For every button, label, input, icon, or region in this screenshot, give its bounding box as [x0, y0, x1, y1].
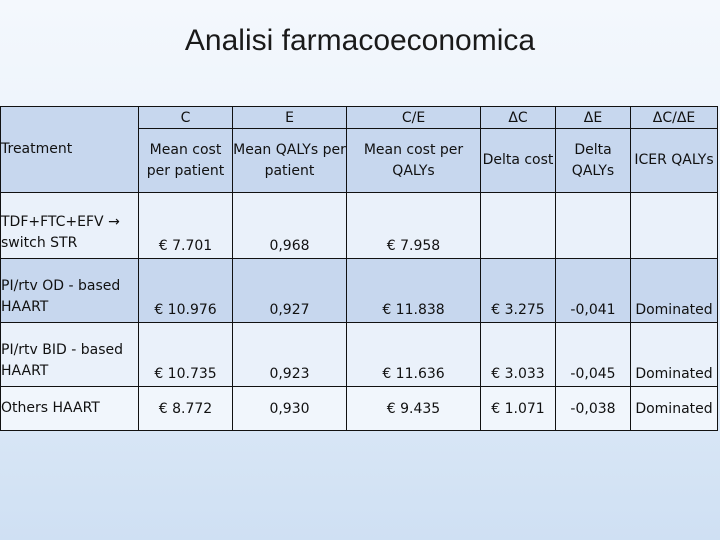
code-header-ce: C/E	[346, 106, 481, 129]
delta-qalys-cell: -0,038	[555, 386, 631, 431]
treatment-cell: Others HAART	[0, 386, 139, 431]
ce-cell: € 7.958	[346, 192, 481, 259]
icer-cell: Dominated	[630, 386, 718, 431]
page-title: Analisi farmacoeconomica	[184, 24, 536, 57]
cost-cell: € 8.772	[138, 386, 233, 431]
qalys-cell: 0,923	[232, 322, 347, 387]
header-icer-qalys: ICER QALYs	[630, 128, 718, 193]
ce-cell: € 11.838	[346, 258, 481, 323]
code-header-e: E	[232, 106, 347, 129]
ce-cell: € 11.636	[346, 322, 481, 387]
delta-cost-cell: € 3.033	[480, 322, 556, 387]
table-row: TDF+FTC+EFV → switch STR € 7.701 0,968 €…	[0, 192, 718, 259]
header-delta-cost: Delta cost	[480, 128, 556, 193]
treatment-header: Treatment	[0, 106, 139, 193]
ce-cell: € 9.435	[346, 386, 481, 431]
delta-qalys-cell: -0,045	[555, 322, 631, 387]
code-header-delta-c: ΔC	[480, 106, 556, 129]
icer-cell: Dominated	[630, 258, 718, 323]
icer-cell: Dominated	[630, 322, 718, 387]
header-cost-per-qaly: Mean cost per QALYs	[346, 128, 481, 193]
cost-cell: € 7.701	[138, 192, 233, 259]
delta-cost-cell	[480, 192, 556, 259]
table-row: PI/rtv OD - based HAART € 10.976 0,927 €…	[0, 258, 718, 323]
header-mean-qalys: Mean QALYs per patient	[232, 128, 347, 193]
icer-cell	[630, 192, 718, 259]
code-header-row: Treatment C E C/E ΔC ΔE ΔC/ΔE	[0, 106, 718, 193]
code-header-c: C	[138, 106, 233, 129]
table-row: Others HAART € 8.772 0,930 € 9.435 € 1.0…	[0, 386, 718, 431]
table-row: PI/rtv BID - based HAART € 10.735 0,923 …	[0, 322, 718, 387]
pharmacoeconomic-table: Treatment C E C/E ΔC ΔE ΔC/ΔE Mean cost …	[0, 106, 718, 431]
header-mean-cost: Mean cost per patient	[138, 128, 233, 193]
code-header-icer: ΔC/ΔE	[630, 106, 718, 129]
column-header-row: Mean cost per patient Mean QALYs per pat…	[1, 128, 718, 193]
delta-qalys-cell: -0,041	[555, 258, 631, 323]
treatment-cell: PI/rtv BID - based HAART	[0, 322, 139, 387]
header-delta-qalys: Delta QALYs	[555, 128, 631, 193]
treatment-cell: TDF+FTC+EFV → switch STR	[0, 192, 139, 259]
delta-qalys-cell	[555, 192, 631, 259]
treatment-cell: PI/rtv OD - based HAART	[0, 258, 139, 323]
delta-cost-cell: € 3.275	[480, 258, 556, 323]
cost-cell: € 10.976	[138, 258, 233, 323]
qalys-cell: 0,927	[232, 258, 347, 323]
code-header-delta-e: ΔE	[555, 106, 631, 129]
cost-cell: € 10.735	[138, 322, 233, 387]
qalys-cell: 0,930	[232, 386, 347, 431]
delta-cost-cell: € 1.071	[480, 386, 556, 431]
qalys-cell: 0,968	[232, 192, 347, 259]
